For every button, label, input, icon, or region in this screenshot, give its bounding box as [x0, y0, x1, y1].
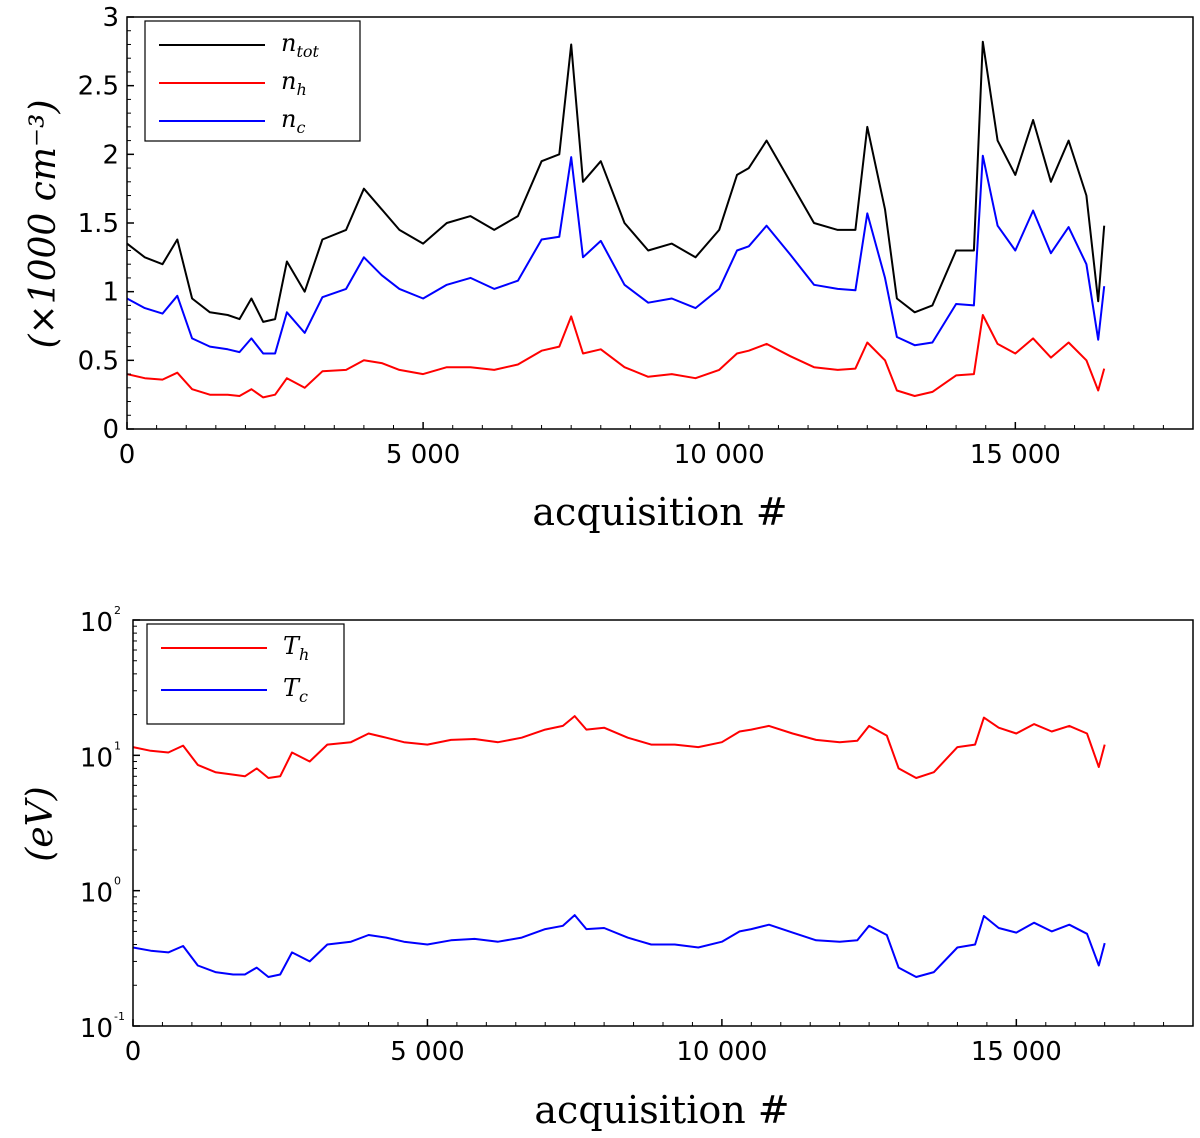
y-tick-exponent: 1: [114, 739, 121, 752]
density-y-axis: 0 0.5 1 1.5 2 2.5 3: [78, 3, 134, 445]
x-tick-label: 5 000: [386, 440, 460, 470]
x-tick-label: 15 000: [970, 440, 1061, 470]
legend-label-subscript: h: [299, 645, 309, 664]
x-tick-label: 10 000: [674, 440, 765, 470]
x-tick-label: 5 000: [390, 1037, 464, 1067]
density-y-axis-label: (×1000 cm⁻³): [23, 99, 64, 348]
series-line-T-h: [132, 715, 1106, 779]
y-tick-exponent: 0: [114, 875, 121, 888]
y-tick-exponent: 2: [114, 604, 121, 617]
x-tick-label: 0: [119, 440, 136, 470]
y-tick-label: 10: [80, 879, 113, 909]
y-tick-label: 10: [80, 743, 113, 773]
y-tick-label: 2.5: [78, 72, 119, 102]
temperature-x-axis-label: acquisition #: [534, 1088, 789, 1132]
y-tick-label: 2: [102, 140, 119, 170]
y-tick-exponent: -1: [114, 1010, 125, 1023]
x-tick-label: 10 000: [676, 1037, 767, 1067]
legend-label-subscript: c: [296, 118, 305, 137]
y-tick-label: 1.5: [78, 209, 119, 239]
legend-label-subscript: tot: [296, 42, 319, 61]
legend-label-subscript: h: [296, 80, 306, 99]
series-line-n-h: [126, 314, 1106, 399]
series-line-T-c: [132, 914, 1106, 978]
series-line-n-c: [126, 154, 1106, 355]
density-series-layer: [126, 40, 1106, 399]
x-tick-label: 0: [125, 1037, 142, 1067]
density-x-axis-label: acquisition #: [532, 490, 787, 534]
temperature-y-axis-label: (eV): [20, 786, 61, 861]
y-tick-label: 1: [102, 278, 119, 308]
y-tick-label: 0: [102, 415, 119, 445]
y-tick-label: 10: [80, 1014, 113, 1044]
series-line-n-tot: [126, 40, 1106, 323]
y-tick-label: 10: [80, 608, 113, 638]
y-tick-label: 3: [102, 3, 119, 33]
density-x-axis: 0 5 000 10 000 15 000: [119, 422, 1194, 470]
legend-box: [146, 623, 345, 725]
legend-label-subscript: c: [299, 687, 308, 706]
temperature-x-axis: 0 5 000 10 000 15 000: [125, 1019, 1194, 1067]
density-panel: 0 5 000 10 000 15 000 0 0.5 1 1.5 2 2.5 3 acquisi…: [23, 3, 1194, 534]
x-tick-label: 15 000: [971, 1037, 1062, 1067]
temperature-series-layer: [132, 715, 1106, 978]
y-tick-label: 0.5: [78, 346, 119, 376]
legend-box: [144, 20, 361, 142]
